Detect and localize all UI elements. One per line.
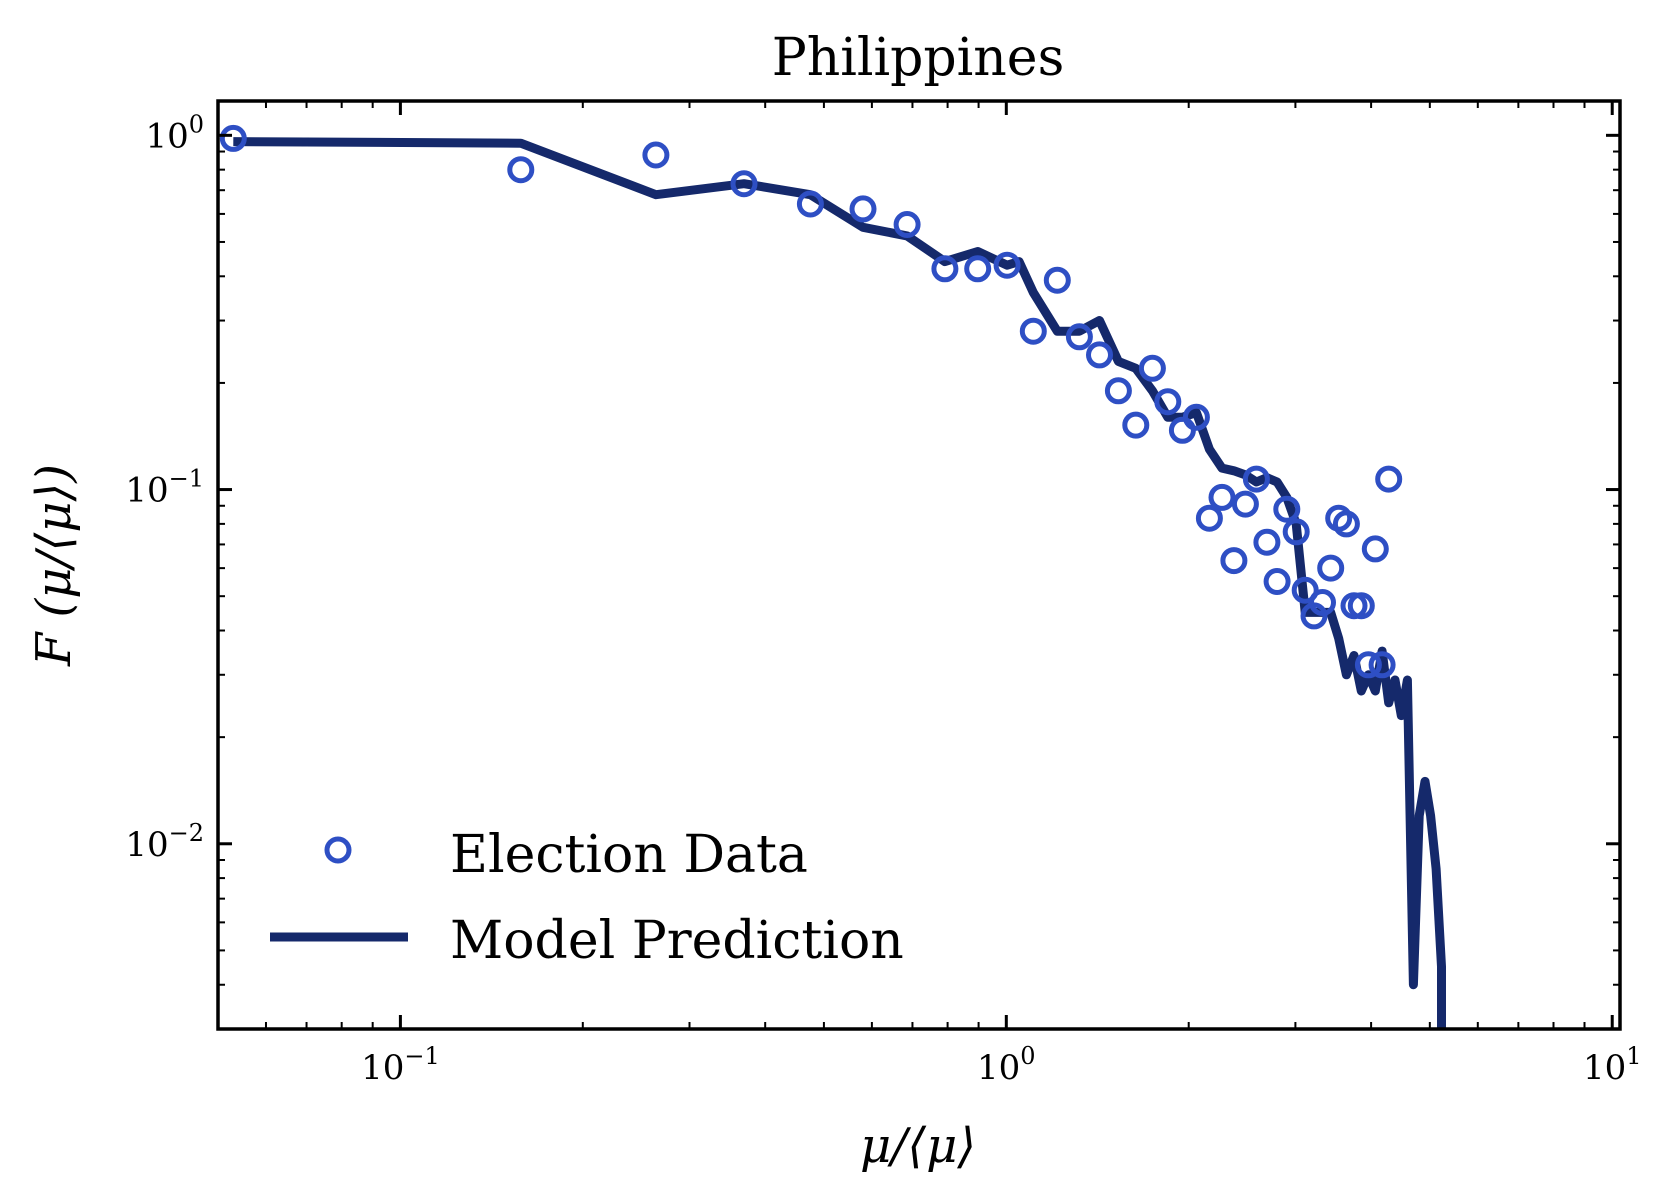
- data-point: [1231, 490, 1259, 518]
- data-point: [1043, 266, 1071, 294]
- x-tick-label: 10−1: [361, 1042, 440, 1088]
- legend-label-election-data: Election Data: [450, 825, 808, 885]
- data-point: [1309, 589, 1336, 616]
- data-point: [1182, 403, 1210, 431]
- data-point: [730, 170, 758, 198]
- data-point: [1065, 323, 1093, 351]
- data-point: [1195, 504, 1223, 532]
- data-point: [1138, 354, 1166, 382]
- data-point: [1332, 510, 1360, 538]
- data-point: [1375, 465, 1403, 493]
- data-point: [219, 124, 247, 152]
- data-point: [931, 255, 959, 283]
- data-point: [796, 190, 824, 218]
- y-tick-label: 100: [145, 110, 204, 156]
- x-axis-label: μ/⟨μ⟩: [860, 1118, 976, 1174]
- data-point: [993, 251, 1021, 279]
- data-point: [1291, 576, 1319, 604]
- data-point: [507, 156, 535, 184]
- series-election-data: [219, 124, 1403, 679]
- series-line-model-prediction: [233, 137, 1446, 1029]
- y-tick-label: 10−2: [125, 819, 204, 865]
- data-point: [1242, 465, 1270, 493]
- data-point: [1354, 651, 1382, 679]
- x-tick-label: 101: [1583, 1042, 1642, 1088]
- data-point: [1347, 592, 1375, 620]
- data-point: [1253, 528, 1281, 556]
- data-point: [849, 195, 877, 223]
- data-point: [1282, 518, 1310, 546]
- data-point: [1122, 411, 1150, 439]
- data-point: [1019, 317, 1047, 345]
- plot-area: [219, 124, 1446, 1029]
- data-point: [1317, 554, 1345, 582]
- y-tick-label: 10−1: [125, 465, 204, 511]
- data-point: [1154, 388, 1182, 416]
- data-point: [1220, 547, 1248, 575]
- data-point: [1263, 568, 1291, 595]
- data-point: [1361, 535, 1389, 563]
- data-point: [1273, 495, 1301, 523]
- chart-title: Philippines: [772, 28, 1065, 88]
- data-point: [642, 141, 670, 169]
- x-tick-label: 100: [977, 1042, 1036, 1088]
- y-axis-label: F (μ/⟨μ⟩): [26, 464, 82, 667]
- data-point: [964, 255, 992, 283]
- legend-marker-election-data: [324, 836, 352, 864]
- data-point: [1208, 483, 1236, 511]
- legend-label-model-prediction: Model Prediction: [450, 911, 904, 971]
- data-point: [1168, 416, 1196, 444]
- data-point: [893, 211, 921, 238]
- legend: Election Data Model Prediction: [270, 825, 904, 971]
- data-point: [1086, 341, 1113, 369]
- plot-frame: [216, 99, 1622, 1031]
- data-point: [1104, 377, 1132, 405]
- data-point: [1368, 651, 1396, 679]
